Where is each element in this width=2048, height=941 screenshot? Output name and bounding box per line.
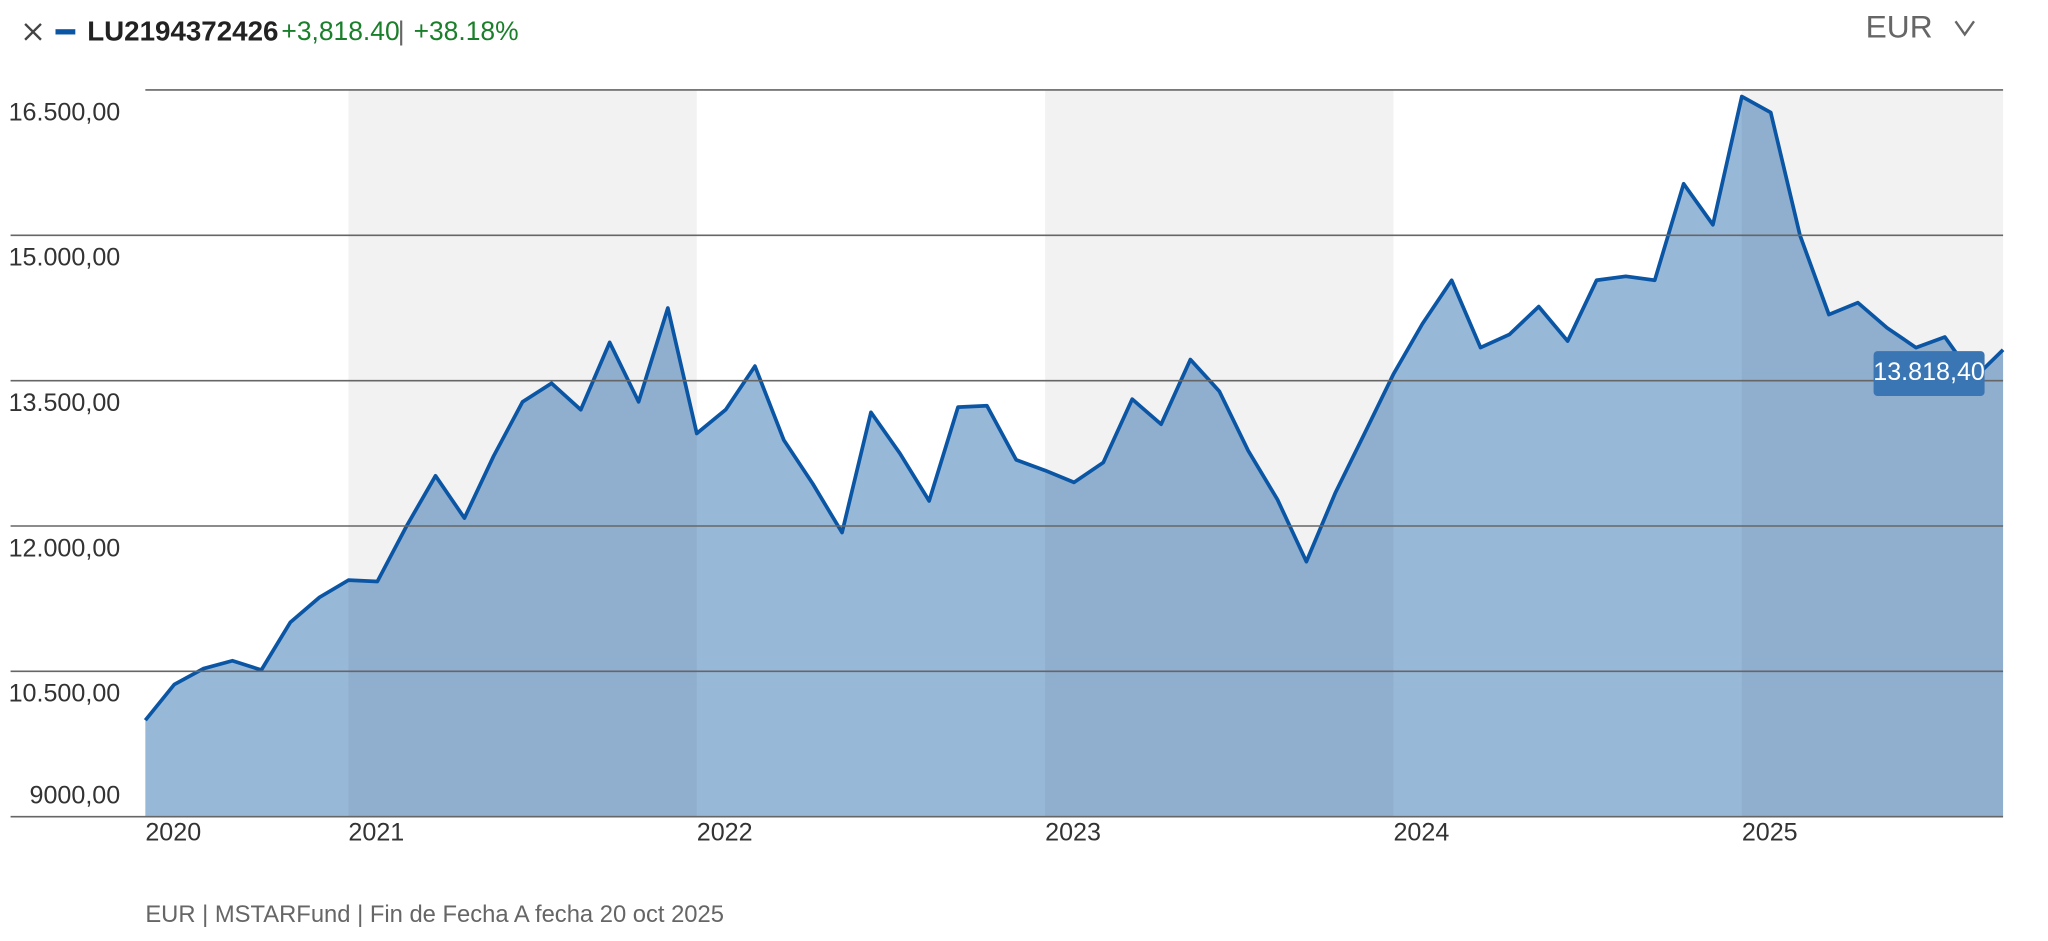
y-tick-label: 9000,00 [30,781,121,809]
change: +3,818.40 [281,16,399,46]
footnote: EUR | MSTARFund | Fin de Fecha A fecha 2… [145,901,724,928]
change-pct: +38.18% [414,16,519,46]
value-label-box [1873,351,1985,397]
y-tick-label: 12.000,00 [9,534,121,562]
x-tick-label: 2022 [697,818,753,846]
legend-swatch [55,29,76,35]
shaded-band [1045,89,1394,817]
y-tick-label: 15.000,00 [9,244,121,272]
y-tick-label: 13.500,00 [9,389,121,417]
ticker: LU2194372426 [87,15,278,46]
x-tick-label: 2025 [1742,818,1798,846]
shaded-band [348,89,697,817]
currency-select[interactable]: EUR [1866,9,1933,45]
header: LU2194372426 +3,818.40 | +38.18% EUR [24,9,1975,46]
y-tick-label: 16.500,00 [9,98,121,126]
x-tick-label: 2020 [145,818,201,846]
area [145,96,2004,817]
line [143,94,2005,722]
separator: | [398,16,405,46]
x-tick-label: 2023 [1045,818,1101,846]
shaded-band [1741,89,2004,817]
close-icon[interactable] [24,23,42,41]
chevron[interactable] [1954,20,1975,37]
x-tick-label: 2024 [1393,818,1449,846]
value-label: 13.818,40 [1873,358,1985,386]
x-tick-label: 2021 [348,818,404,846]
y-tick-label: 10.500,00 [9,680,121,708]
